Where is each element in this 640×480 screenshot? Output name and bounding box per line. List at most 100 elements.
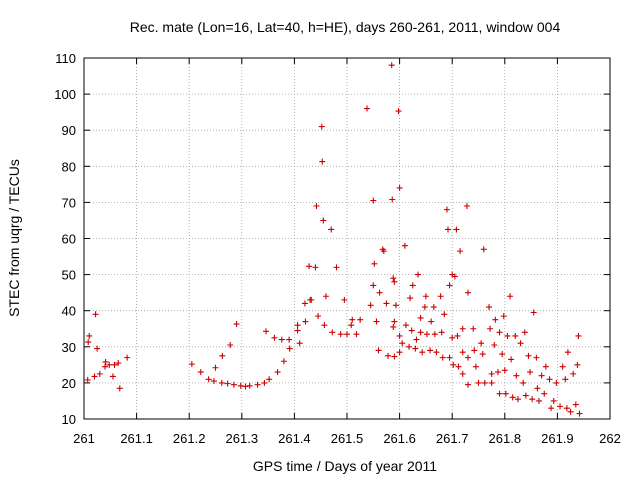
- y-tick-label: 80: [62, 159, 76, 174]
- data-point: [441, 311, 448, 318]
- data-point: [373, 318, 380, 325]
- data-point: [433, 349, 440, 356]
- x-axis-title: GPS time / Days of year 2011: [253, 458, 437, 474]
- x-tick-label: 261.6: [383, 431, 416, 446]
- data-point: [576, 410, 583, 417]
- grid: [84, 58, 610, 419]
- data-point: [457, 248, 464, 255]
- chart-title: Rec. mate (Lon=16, Lat=40, h=HE), days 2…: [130, 19, 561, 35]
- plot-frame: [83, 57, 611, 420]
- data-point: [479, 351, 486, 358]
- data-point: [480, 246, 487, 253]
- data-point: [254, 381, 261, 388]
- data-point: [567, 408, 574, 415]
- data-point: [522, 392, 529, 399]
- data-point: [286, 345, 293, 352]
- data-point: [401, 242, 408, 249]
- data-point: [430, 304, 437, 311]
- data-point: [548, 405, 555, 412]
- data-point: [423, 331, 430, 338]
- data-point: [375, 347, 382, 354]
- data-point: [509, 394, 516, 401]
- data-point: [500, 313, 507, 320]
- data-point: [508, 356, 515, 363]
- data-point: [237, 382, 244, 389]
- data-point: [392, 302, 399, 309]
- data-point: [529, 396, 536, 403]
- data-point: [302, 318, 309, 325]
- data-point: [464, 289, 471, 296]
- data-point: [315, 313, 322, 320]
- data-point: [328, 226, 335, 233]
- data-point: [559, 363, 566, 370]
- data-point: [389, 196, 396, 203]
- data-point: [219, 352, 226, 359]
- data-point: [391, 278, 398, 285]
- data-point: [488, 370, 495, 377]
- data-point: [459, 325, 466, 332]
- data-point: [574, 361, 581, 368]
- data-point: [542, 363, 549, 370]
- data-point: [419, 349, 426, 356]
- data-point: [319, 158, 326, 165]
- data-point: [227, 341, 234, 348]
- data-point: [370, 282, 377, 289]
- data-point: [396, 349, 403, 356]
- y-tick-label: 20: [62, 376, 76, 391]
- data-point: [535, 397, 542, 404]
- data-point: [471, 347, 478, 354]
- data-point: [91, 373, 98, 380]
- data-point: [86, 332, 93, 339]
- data-point: [313, 203, 320, 210]
- data-point: [431, 331, 438, 338]
- data-point: [562, 376, 569, 383]
- data-point: [427, 347, 434, 354]
- data-point: [280, 358, 287, 365]
- y-tick-label: 50: [62, 268, 76, 283]
- data-point: [451, 273, 458, 280]
- data-point: [296, 340, 303, 347]
- data-point: [572, 401, 579, 408]
- data-point: [390, 323, 397, 330]
- data-point: [94, 345, 101, 352]
- data-point: [399, 340, 406, 347]
- data-point: [553, 379, 560, 386]
- data-point: [406, 343, 413, 350]
- data-point: [446, 282, 453, 289]
- data-point: [454, 332, 461, 339]
- x-tick-label: 261.2: [173, 431, 206, 446]
- data-point: [242, 383, 249, 390]
- data-point: [412, 345, 419, 352]
- data-point: [443, 206, 450, 213]
- data-point: [494, 369, 501, 376]
- x-tick-label: 261.1: [120, 431, 153, 446]
- data-point: [210, 378, 217, 385]
- data-point: [370, 197, 377, 204]
- data-point: [517, 340, 524, 347]
- data-point: [514, 396, 521, 403]
- data-point: [533, 354, 540, 361]
- data-point: [475, 379, 482, 386]
- data-point: [344, 331, 350, 338]
- data-point: [197, 369, 204, 376]
- data-point: [525, 352, 532, 359]
- y-axis-title: STEC from uqrg / TECUs: [6, 159, 22, 317]
- data-point: [496, 390, 503, 397]
- y-tick-label: 110: [55, 51, 76, 66]
- data-point: [261, 379, 268, 386]
- data-point: [415, 271, 422, 278]
- data-point: [478, 340, 485, 347]
- data-point: [301, 300, 308, 307]
- data-point: [459, 349, 466, 356]
- data-point: [491, 341, 498, 348]
- data-point: [106, 361, 113, 368]
- y-tick-label: 70: [62, 195, 76, 210]
- data-point: [306, 263, 313, 270]
- data-point: [453, 226, 460, 233]
- data-point: [312, 264, 319, 271]
- data-point: [376, 289, 383, 296]
- data-point: [124, 354, 131, 361]
- data-point: [530, 309, 537, 316]
- data-point: [262, 328, 269, 335]
